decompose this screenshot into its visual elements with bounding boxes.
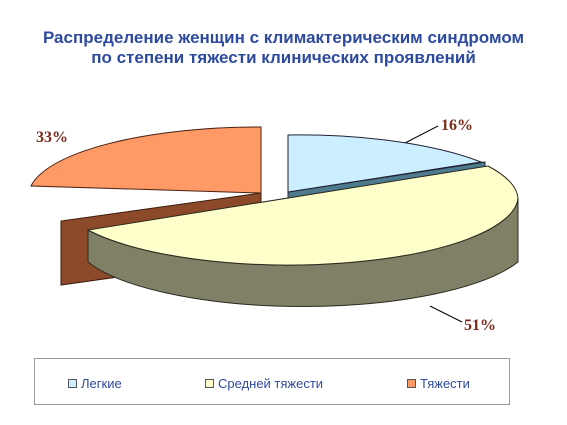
data-label-legkie: 16% bbox=[441, 117, 473, 134]
leader-line-legkie bbox=[404, 125, 439, 144]
chart-legend: Легкие Средней тяжести Тяжести bbox=[34, 358, 510, 405]
pie-slice-srednei-tyazhesti bbox=[86, 165, 519, 307]
leader-line-srednei bbox=[429, 305, 463, 323]
chart-title: Распределение женщин с климактерическим … bbox=[0, 28, 567, 68]
legend-swatch-legkie bbox=[68, 379, 77, 388]
data-label-tyazhesti: 33% bbox=[36, 129, 68, 146]
legend-item-srednei: Средней тяжести bbox=[205, 376, 323, 391]
slice-legkie-top bbox=[287, 134, 483, 193]
chart-title-line-1: Распределение женщин с климактерическим … bbox=[42, 28, 525, 47]
legend-label-legkie: Легкие bbox=[81, 376, 122, 391]
slice-srednei-top bbox=[86, 165, 519, 266]
data-label-srednei: 51% bbox=[464, 317, 496, 334]
legend-label-tyazhesti: Тяжести bbox=[420, 376, 470, 391]
legend-label-srednei: Средней тяжести bbox=[218, 376, 324, 391]
legend-item-tyazhesti: Тяжести bbox=[407, 376, 470, 391]
legend-item-legkie: Легкие bbox=[68, 376, 122, 391]
legend-swatch-tyazhesti bbox=[407, 379, 416, 388]
chart-title-line-2: по степени тяжести клинических проявлени… bbox=[91, 48, 476, 67]
legend-swatch-srednei bbox=[205, 379, 214, 388]
slice-tyazhesti-top bbox=[30, 126, 262, 194]
